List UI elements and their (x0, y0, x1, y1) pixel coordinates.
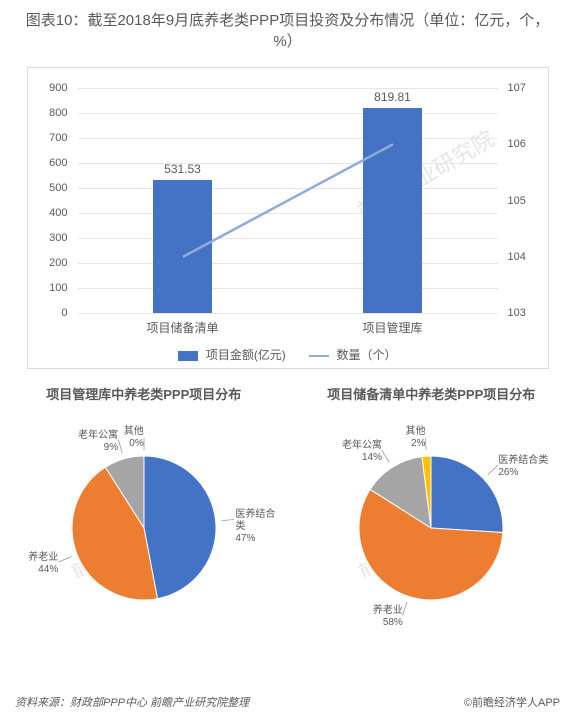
footer-copyright: ©前瞻经济学人APP (464, 694, 560, 710)
pie-left-title: 项目管理库中养老类PPP项目分布 (4, 384, 284, 403)
bar (153, 180, 212, 313)
legend: 项目金额(亿元) 数量（个） (28, 346, 548, 363)
bar (363, 108, 422, 313)
pie-chart-left: 项目管理库中养老类PPP项目分布 医养结合类47%养老业44%老年公寓9%其他0… (4, 384, 284, 648)
x-category-label: 项目管理库 (362, 319, 422, 336)
bar-value-label: 531.53 (164, 162, 201, 176)
pie-right-title: 项目储备清单中养老类PPP项目分布 (291, 384, 571, 403)
footer: 资料来源：财政部PPP中心 前瞻产业研究院整理 ©前瞻经济学人APP (15, 694, 560, 710)
legend-item-bar: 项目金额(亿元) (178, 346, 285, 363)
x-category-label: 项目储备清单 (146, 319, 218, 336)
y-axis-right: 103104105106107 (503, 88, 548, 313)
bar-line-chart: 前瞻产业研究院 0100200300400500600700800900 103… (27, 67, 549, 369)
line-swatch-icon (309, 355, 329, 357)
footer-source: 资料来源：财政部PPP中心 前瞻产业研究院整理 (15, 697, 249, 709)
bar-value-label: 819.81 (374, 90, 411, 104)
legend-bar-label: 项目金额(亿元) (206, 348, 286, 362)
pie-slice-label: 医养结合类47% (235, 509, 283, 545)
chart-title: 图表10：截至2018年9月底养老类PPP项目投资及分布情况（单位：亿元，个，%… (0, 0, 575, 57)
y-axis-left: 0100200300400500600700800900 (28, 88, 73, 313)
legend-line-label: 数量（个） (337, 348, 397, 362)
bar-swatch-icon (178, 351, 198, 361)
legend-item-line: 数量（个） (309, 346, 396, 363)
chart-container: 图表10：截至2018年9月底养老类PPP项目投资及分布情况（单位：亿元，个，%… (0, 0, 575, 720)
plot-area: 531.53项目储备清单819.81项目管理库 (78, 88, 498, 314)
pie-charts-row: 项目管理库中养老类PPP项目分布 医养结合类47%养老业44%老年公寓9%其他0… (0, 384, 575, 648)
pie-chart-right: 项目储备清单中养老类PPP项目分布 医养结合类26%养老业58%老年公寓14%其… (291, 384, 571, 648)
